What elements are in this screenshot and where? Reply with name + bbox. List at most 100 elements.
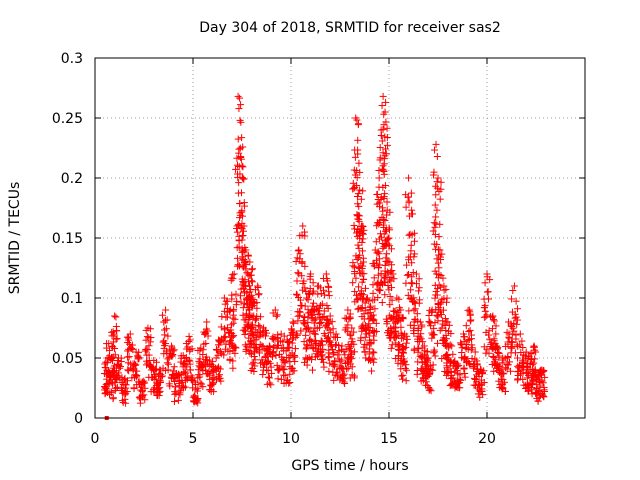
- data-point: [134, 355, 142, 363]
- data-point: [444, 318, 452, 326]
- data-point: [380, 242, 388, 250]
- data-point: [217, 377, 225, 385]
- data-point: [418, 321, 426, 329]
- data-point: [434, 299, 442, 307]
- data-point: [319, 313, 327, 321]
- data-point: [107, 372, 115, 380]
- data-point: [361, 299, 369, 307]
- y-tick-label: 0.05: [52, 351, 83, 367]
- data-point: [431, 146, 439, 154]
- data-point: [439, 306, 447, 314]
- data-point: [361, 348, 369, 356]
- data-point: [122, 390, 130, 398]
- data-point: [229, 271, 237, 279]
- data-point: [398, 375, 406, 383]
- data-point: [277, 375, 285, 383]
- data-point: [528, 355, 536, 363]
- data-point: [387, 314, 395, 322]
- data-point: [229, 333, 237, 341]
- y-tick-label: 0.25: [52, 111, 83, 127]
- data-point: [384, 235, 392, 243]
- data-point: [309, 302, 317, 310]
- data-point: [291, 345, 299, 353]
- data-point: [222, 313, 230, 321]
- data-point: [300, 358, 308, 366]
- data-point: [387, 245, 395, 253]
- data-point: [235, 262, 243, 270]
- data-point: [300, 338, 308, 346]
- data-point: [351, 372, 359, 380]
- data-point: [512, 335, 520, 343]
- data-point: [193, 396, 201, 404]
- data-point: [103, 359, 111, 367]
- data-point: [462, 322, 470, 330]
- data-point: [249, 330, 257, 338]
- data-point: [145, 351, 153, 359]
- data-point: [467, 346, 475, 354]
- data-point: [359, 291, 367, 299]
- data-point: [124, 347, 132, 355]
- data-point: [297, 327, 305, 335]
- data-point: [254, 284, 262, 292]
- data-point: [514, 342, 522, 350]
- data-point: [430, 219, 438, 227]
- data-point: [373, 190, 381, 198]
- data-point: [379, 92, 387, 100]
- x-tick-label: 10: [282, 431, 300, 447]
- data-point: [432, 182, 440, 190]
- data-point: [249, 364, 257, 372]
- data-point: [381, 274, 389, 282]
- data-point: [113, 327, 121, 335]
- data-point: [431, 352, 439, 360]
- data-point: [340, 370, 348, 378]
- data-point: [259, 371, 267, 379]
- data-point: [359, 230, 367, 238]
- data-point: [422, 354, 430, 362]
- data-point: [508, 330, 516, 338]
- data-point: [535, 378, 543, 386]
- data-point: [415, 275, 423, 283]
- data-point: [255, 321, 263, 329]
- data-point: [285, 339, 293, 347]
- data-point: [362, 295, 370, 303]
- data-point: [150, 367, 158, 375]
- data-point: [361, 284, 369, 292]
- data-point: [426, 370, 434, 378]
- data-point: [504, 361, 512, 369]
- data-point: [416, 333, 424, 341]
- data-point: [124, 377, 132, 385]
- data-point: [194, 346, 202, 354]
- data-point: [398, 372, 406, 380]
- data-point: [240, 255, 248, 263]
- data-point: [383, 198, 391, 206]
- data-point: [453, 362, 461, 370]
- data-point: [455, 362, 463, 370]
- y-tick-label: 0.2: [61, 171, 83, 187]
- data-point: [259, 363, 267, 371]
- data-point: [141, 347, 149, 355]
- data-point: [122, 399, 130, 407]
- data-point: [112, 364, 120, 372]
- data-point: [361, 321, 369, 329]
- data-point: [419, 338, 427, 346]
- data-point: [102, 381, 110, 389]
- data-point: [348, 363, 356, 371]
- data-point: [513, 320, 521, 328]
- data-point: [390, 307, 398, 315]
- data-point: [186, 366, 194, 374]
- data-point: [241, 330, 249, 338]
- data-point: [490, 317, 498, 325]
- data-point: [277, 337, 285, 345]
- data-point: [202, 353, 210, 361]
- data-point: [508, 344, 516, 352]
- data-point: [444, 366, 452, 374]
- data-point: [466, 317, 474, 325]
- data-point: [432, 213, 440, 221]
- data-point: [330, 376, 338, 384]
- data-point: [125, 334, 133, 342]
- data-point: [308, 356, 316, 364]
- data-point: [381, 227, 389, 235]
- data-point: [427, 365, 435, 373]
- data-point: [330, 333, 338, 341]
- data-point: [488, 325, 496, 333]
